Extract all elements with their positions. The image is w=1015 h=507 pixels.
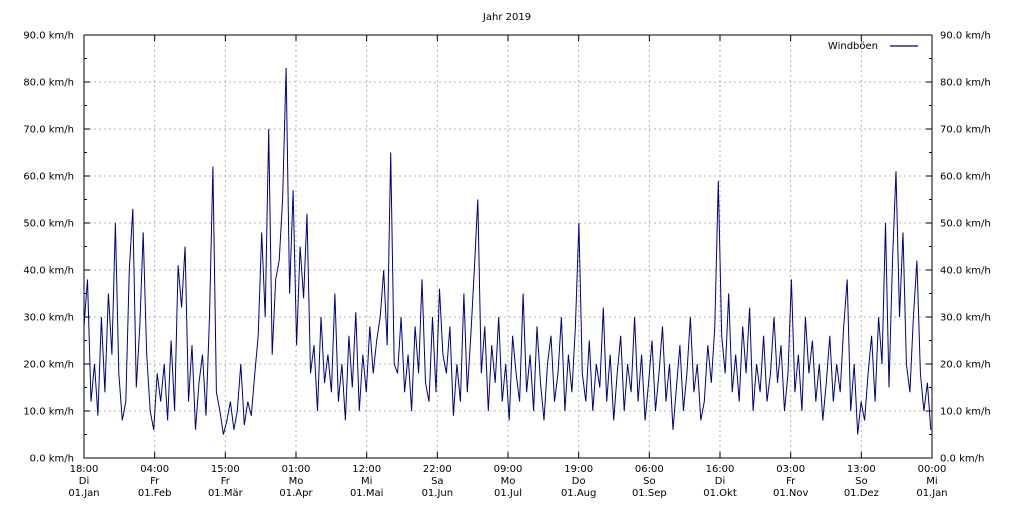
series-line-windboeen <box>83 67 932 435</box>
x-tick-label: 01.Aug <box>561 488 596 499</box>
x-tick-label: 01.Okt <box>703 488 737 499</box>
x-tick-label: 03:00 <box>776 464 805 475</box>
y-tick-label: 0.0 km/h <box>940 454 984 465</box>
y-tick-label: 10.0 km/h <box>940 407 991 418</box>
y-axis-labels-left: 0.0 km/h 10.0 km/h 20.0 km/h 30.0 km/h 40.0 … <box>23 31 74 465</box>
x-tick-label: 13:00 <box>847 464 876 475</box>
y-tick-label: 60.0 km/h <box>940 172 991 183</box>
x-tick-label: 01:00 <box>282 464 311 475</box>
y-tick-label: 30.0 km/h <box>940 313 991 324</box>
x-tick-label: Fr <box>786 476 796 487</box>
y-tick-label: 20.0 km/h <box>23 360 74 371</box>
x-axis-labels: 18:00Di01.Jan04:00Fr01.Feb15:00Fr01.Mär0… <box>68 464 947 499</box>
y-tick-label: 40.0 km/h <box>940 266 991 277</box>
x-tick-label: Di <box>715 476 725 487</box>
axis-ticks <box>83 34 933 459</box>
x-tick-label: 22:00 <box>423 464 452 475</box>
legend-label: Windböen <box>828 41 878 52</box>
legend: Windböen <box>828 41 918 52</box>
y-tick-label: 60.0 km/h <box>23 172 74 183</box>
x-tick-label: Mi <box>926 476 937 487</box>
y-tick-label: 40.0 km/h <box>23 266 74 277</box>
y-tick-label: 70.0 km/h <box>23 125 74 136</box>
series-group <box>83 67 932 435</box>
x-tick-label: 06:00 <box>635 464 664 475</box>
x-tick-label: 01.Jul <box>494 488 522 499</box>
x-tick-label: 00:00 <box>918 464 947 475</box>
x-tick-label: 01.Jan <box>916 488 947 499</box>
y-tick-label: 10.0 km/h <box>23 407 74 418</box>
x-tick-label: 01.Nov <box>773 488 809 499</box>
x-tick-label: 12:00 <box>352 464 381 475</box>
x-tick-label: 16:00 <box>706 464 735 475</box>
x-tick-label: Fr <box>221 476 231 487</box>
x-tick-label: Di <box>79 476 89 487</box>
x-tick-label: So <box>855 476 867 487</box>
y-tick-label: 30.0 km/h <box>23 313 74 324</box>
y-tick-label: 80.0 km/h <box>940 78 991 89</box>
x-tick-label: 01.Apr <box>279 488 313 499</box>
y-tick-label: 80.0 km/h <box>23 78 74 89</box>
x-tick-label: 04:00 <box>140 464 169 475</box>
x-tick-label: Mo <box>501 476 516 487</box>
x-tick-label: So <box>643 476 655 487</box>
x-tick-label: 19:00 <box>564 464 593 475</box>
x-tick-label: Do <box>572 476 586 487</box>
x-tick-label: 01.Feb <box>138 488 172 499</box>
x-tick-label: 01.Mär <box>208 488 244 499</box>
x-tick-label: Mo <box>289 476 304 487</box>
chart-title: Jahr 2019 <box>482 12 531 23</box>
x-tick-label: 01.Sep <box>632 488 667 499</box>
x-tick-label: Fr <box>150 476 160 487</box>
y-tick-label: 0.0 km/h <box>30 454 74 465</box>
x-tick-label: Mi <box>361 476 372 487</box>
x-tick-label: Sa <box>431 476 443 487</box>
grid-lines <box>84 35 932 458</box>
x-tick-label: 01.Jun <box>422 488 454 499</box>
y-tick-label: 70.0 km/h <box>940 125 991 136</box>
y-tick-label: 50.0 km/h <box>23 219 74 230</box>
x-tick-label: 01.Mai <box>350 488 383 499</box>
x-tick-label: 09:00 <box>494 464 523 475</box>
y-tick-label: 90.0 km/h <box>23 31 74 42</box>
y-tick-label: 90.0 km/h <box>940 31 991 42</box>
y-tick-label: 50.0 km/h <box>940 219 991 230</box>
x-tick-label: 01.Jan <box>68 488 99 499</box>
x-tick-label: 15:00 <box>211 464 240 475</box>
x-tick-label: 01.Dez <box>844 488 879 499</box>
y-axis-labels-right: 0.0 km/h 10.0 km/h 20.0 km/h 30.0 km/h 40.0 … <box>940 31 991 465</box>
y-tick-label: 20.0 km/h <box>940 360 991 371</box>
x-tick-label: 18:00 <box>70 464 99 475</box>
